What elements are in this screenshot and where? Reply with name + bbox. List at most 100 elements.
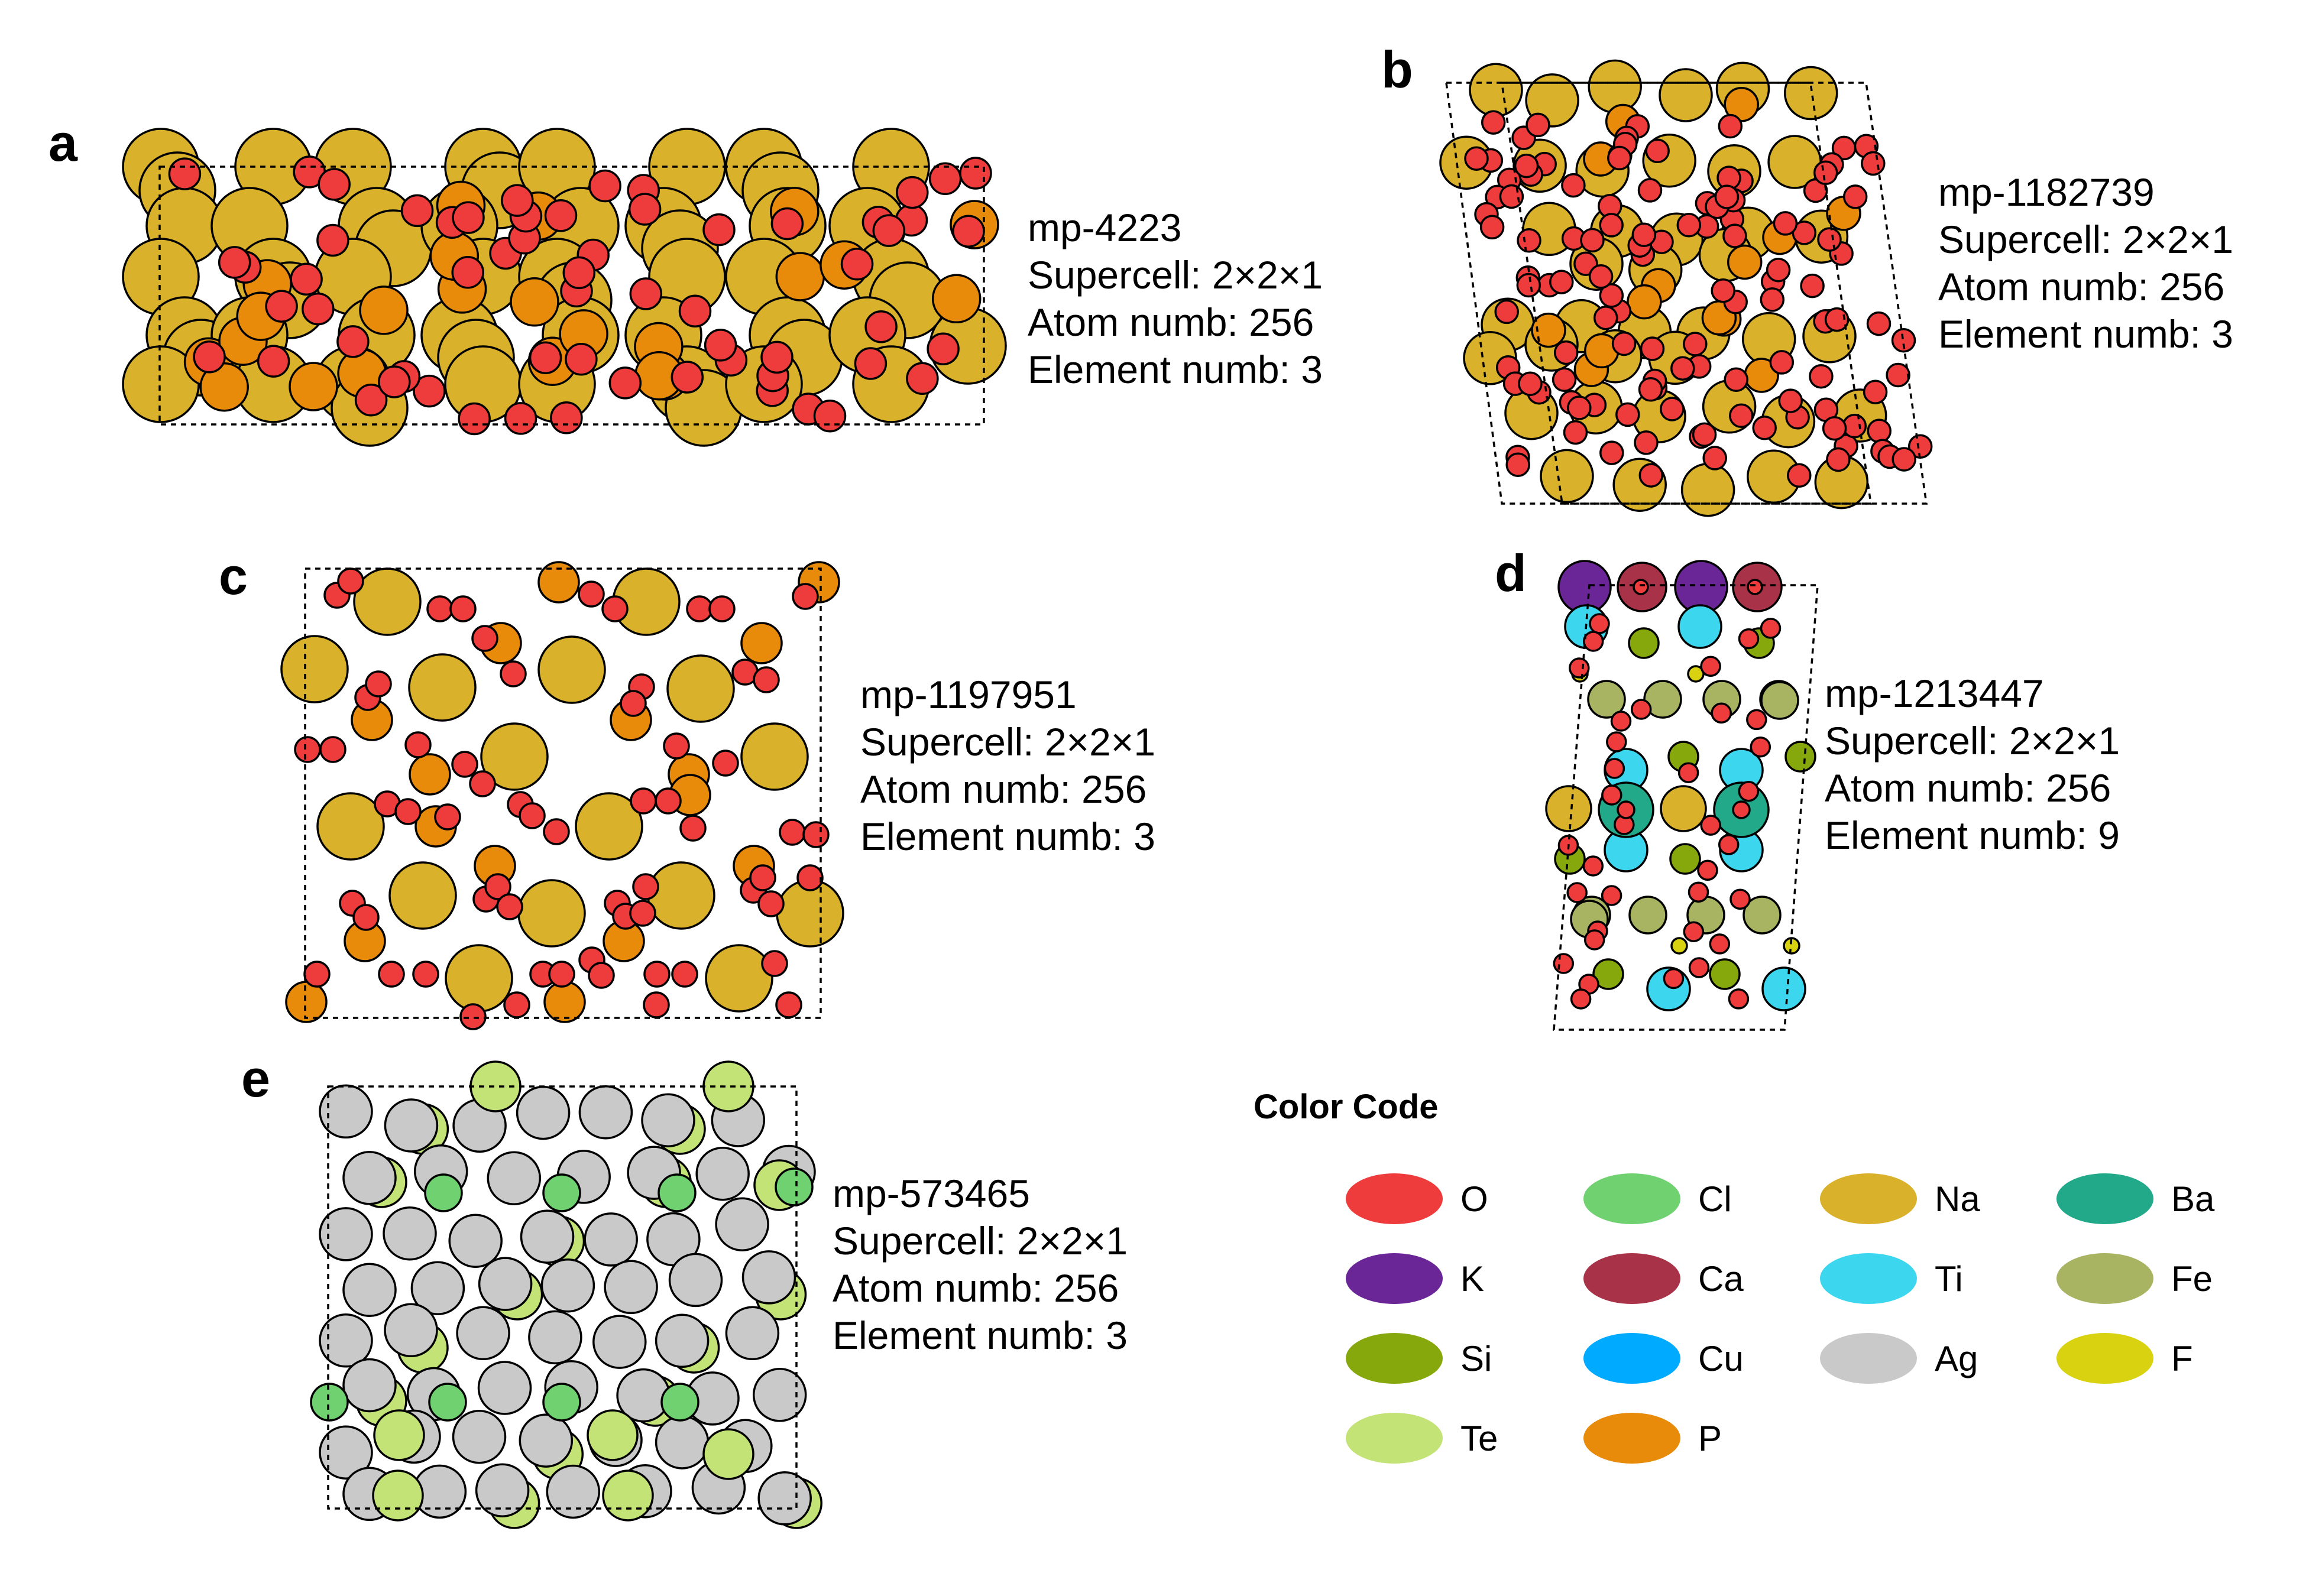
e-atom-ag <box>452 1409 507 1464</box>
b-atom-p <box>1531 312 1566 348</box>
e-atom-cl <box>428 1383 467 1422</box>
element-count-b: Element numb: 3 <box>1938 312 2233 356</box>
e-atom-cl <box>775 1167 814 1206</box>
b-atom-o <box>1676 213 1702 238</box>
legend-label-te: Te <box>1460 1419 1498 1458</box>
a-atom-o <box>501 184 534 217</box>
a-atom-o <box>770 207 804 241</box>
c-atom-o <box>630 787 657 815</box>
b-atom-o <box>1638 377 1663 402</box>
b-atom-o <box>1769 350 1795 375</box>
supercell-d: Supercell: 2×2×1 <box>1825 719 2120 763</box>
panel-letter-c: c <box>219 547 248 605</box>
d-atom-o <box>1583 929 1605 951</box>
b-atom-o <box>1800 273 1825 299</box>
e-atom-ag <box>695 1146 750 1201</box>
legend-label-ag: Ag <box>1935 1339 1978 1378</box>
b-atom-o <box>1599 283 1624 308</box>
d-atom-o <box>1663 968 1685 990</box>
atoms-c <box>280 561 844 1030</box>
b-atom-o <box>1842 184 1868 209</box>
a-atom-o <box>458 402 491 436</box>
e-atom-ag <box>578 1085 633 1140</box>
a-atom-o <box>290 262 323 296</box>
c-atom-p <box>409 753 451 796</box>
a-atom-o <box>872 214 906 247</box>
d-atom-o <box>1601 784 1622 806</box>
d-atom-o <box>1700 815 1721 836</box>
info-c: mp-1197951 Supercell: 2×2×1 Atom numb: 2… <box>860 673 1155 858</box>
b-atom-o <box>1773 211 1798 236</box>
element-count-a: Element numb: 3 <box>1028 348 1323 391</box>
e-atom-cl <box>658 1173 697 1212</box>
a-atom-o <box>413 374 446 408</box>
b-atom-o <box>1711 278 1735 303</box>
b-atom-o <box>1752 416 1777 440</box>
d-atom-o <box>1569 657 1590 679</box>
b-atom-o <box>1702 446 1727 471</box>
legend-item-cl: Cl <box>1583 1173 1732 1224</box>
c-atom-o <box>404 731 432 758</box>
c-atom-o <box>378 961 405 988</box>
supercell-c: Supercell: 2×2×1 <box>860 720 1155 764</box>
c-atom-na <box>353 567 422 636</box>
c-atom-p <box>543 981 586 1023</box>
b-atom-o <box>1670 356 1695 381</box>
e-atom-ag <box>342 1263 397 1317</box>
a-atom-o <box>927 332 960 365</box>
panel-c: c mp-1197951 Supercell: 2×2×1 Atom numb:… <box>219 547 1155 1030</box>
c-atom-na <box>537 635 606 704</box>
b-atom-o <box>1866 311 1892 336</box>
b-atom-o <box>1611 331 1637 356</box>
b-atom-o <box>1778 388 1803 413</box>
b-atom-o <box>1722 223 1747 248</box>
c-atom-o <box>757 890 785 917</box>
d-atom-o <box>1582 631 1604 652</box>
b-atom-o <box>1634 430 1659 455</box>
c-atom-o <box>578 580 605 608</box>
d-atom-o <box>1610 711 1632 732</box>
e-atom-ag <box>477 1361 532 1415</box>
b-atom-o <box>1822 416 1847 441</box>
legend-swatch-fe <box>2056 1253 2153 1304</box>
d-atom-o <box>1738 780 1760 802</box>
legend-item-fe: Fe <box>2056 1253 2213 1304</box>
structure-e <box>310 1060 822 1529</box>
b-atom-o <box>1552 367 1577 392</box>
d-atom-f <box>1670 937 1688 955</box>
unit-cell-a <box>158 166 985 426</box>
legend-swatch-na <box>1820 1173 1917 1224</box>
a-atom-o <box>906 362 939 395</box>
legend-item-f: F <box>2056 1333 2193 1384</box>
a-atom-o <box>378 365 411 398</box>
legend-swatch-cu <box>1583 1333 1680 1384</box>
c-atom-o <box>792 583 819 610</box>
b-atom-o <box>1867 419 1892 443</box>
b-atom-p <box>1627 284 1662 320</box>
d-atom-o <box>1711 702 1732 724</box>
info-d: mp-1213447 Supercell: 2×2×1 Atom numb: 2… <box>1825 672 2120 857</box>
b-atom-o <box>1886 362 1910 388</box>
panel-e: e mp-573465 Supercell: 2×2×1 Atom numb: … <box>241 1049 1128 1529</box>
b-atom-o <box>1724 367 1748 392</box>
b-atom-o <box>1494 299 1519 325</box>
a-atom-o <box>529 341 562 374</box>
e-atom-ag <box>519 1413 574 1468</box>
c-atom-o <box>761 950 788 977</box>
b-atom-o <box>1607 145 1632 171</box>
c-atom-o <box>543 818 570 845</box>
b-atom-o <box>1824 307 1850 332</box>
a-atom-o <box>336 325 370 358</box>
b-atom-o <box>1863 379 1888 404</box>
e-atom-ag <box>741 1250 796 1305</box>
b-atom-o <box>1599 213 1624 238</box>
d-atom-o <box>1633 579 1649 595</box>
c-atom-o <box>303 961 331 988</box>
b-atom-o <box>1526 112 1550 138</box>
c-atom-na <box>316 792 385 861</box>
c-atom-o <box>679 815 707 842</box>
e-atom-te <box>602 1470 654 1522</box>
legend-item-ca: Ca <box>1583 1253 1744 1304</box>
b-atom-o <box>1660 397 1685 421</box>
legend-label-na: Na <box>1935 1179 1980 1219</box>
